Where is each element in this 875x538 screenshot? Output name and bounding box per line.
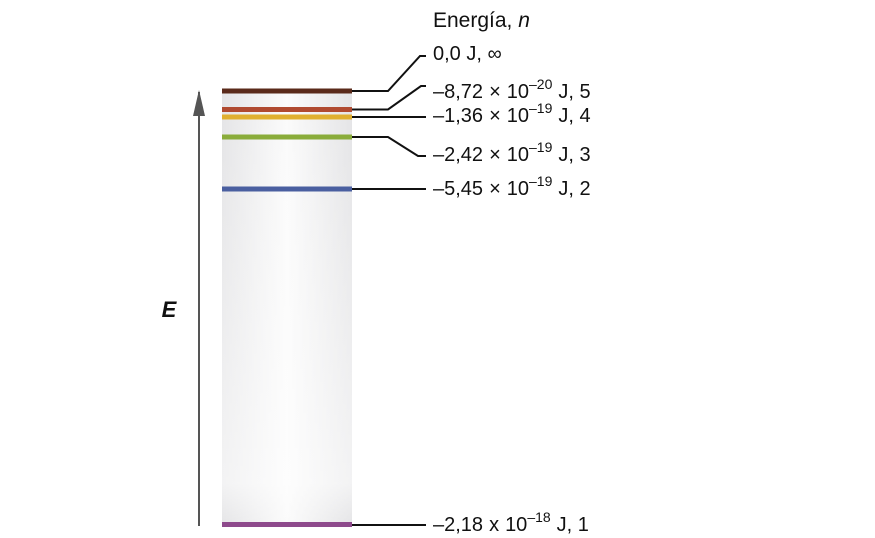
arrow-head-icon (193, 90, 205, 116)
level-1-base: 10 (505, 514, 527, 536)
level-label-infinity: 0,0 J, ∞ (433, 43, 502, 65)
level-label-1: –2,18 x 10–18 J, 1 (433, 509, 589, 536)
level-4-exponent: –19 (529, 100, 553, 116)
level-bar-3 (222, 134, 352, 140)
level-bar-4 (222, 114, 352, 120)
level-5-exponent: –20 (529, 76, 553, 92)
title-prefix: Energía, (433, 9, 518, 32)
level-2-times: × (489, 178, 501, 200)
level-bar-5 (222, 107, 352, 112)
level-1-times: x (489, 514, 499, 536)
level-3-times: × (489, 144, 501, 166)
level-bar-infinity (222, 88, 352, 94)
level-3-exponent: –19 (529, 139, 553, 155)
leader-line-infinity (352, 55, 426, 92)
level-label-5: –8,72 × 10–20 J, 5 (433, 76, 591, 103)
level-2-mantissa: –5,45 (433, 178, 483, 200)
level-1-mantissa: –2,18 (433, 514, 483, 536)
title-variable: n (518, 9, 530, 32)
leader-line-5 (352, 85, 426, 111)
level-label-2: –5,45 × 10–19 J, 2 (433, 173, 591, 200)
level-3-mantissa: –2,42 (433, 144, 483, 166)
level-label-3: –2,42 × 10–19 J, 3 (433, 139, 591, 166)
level-4-suffix: J, 4 (558, 105, 590, 127)
level-1-exponent: –18 (527, 509, 551, 525)
level-label-4: –1,36 × 10–19 J, 4 (433, 100, 591, 127)
level-2-exponent: –19 (529, 173, 553, 189)
level-5-times: × (489, 81, 501, 103)
energy-column-highlight (222, 93, 352, 527)
level-bar-1 (222, 522, 352, 527)
level-5-base: 10 (507, 81, 529, 103)
level-1-suffix: J, 1 (557, 514, 589, 536)
diagram-title: Energía, n (433, 9, 530, 32)
level-3-base: 10 (507, 144, 529, 166)
level-5-suffix: J, 5 (558, 81, 590, 103)
level-4-times: × (489, 105, 501, 127)
level-2-base: 10 (507, 178, 529, 200)
leader-line-3 (352, 136, 426, 157)
level-3-suffix: J, 3 (558, 144, 590, 166)
level-bar-2 (222, 186, 352, 192)
energy-axis-label: E (162, 297, 178, 322)
level-4-mantissa: –1,36 (433, 105, 483, 127)
level-5-mantissa: –8,72 (433, 81, 483, 103)
level-2-suffix: J, 2 (558, 178, 590, 200)
level-4-base: 10 (507, 105, 529, 127)
